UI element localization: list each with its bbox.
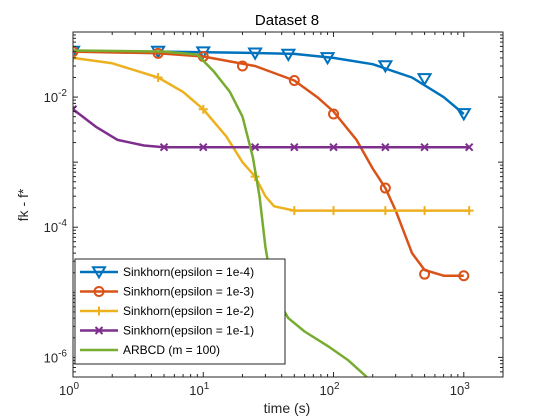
series-line bbox=[73, 50, 464, 277]
data-point bbox=[236, 60, 248, 72]
legend-entry: ARBCD (m = 100) bbox=[80, 343, 220, 357]
data-point bbox=[464, 206, 474, 216]
series-layer bbox=[73, 45, 474, 377]
legend-marker bbox=[94, 306, 104, 316]
x-tick-label: 102 bbox=[320, 381, 340, 398]
legend-label: Sinkhorn(epsilon = 1e-1) bbox=[123, 324, 254, 338]
data-point bbox=[456, 108, 472, 122]
y-tick-label: 10-6 bbox=[44, 348, 68, 365]
data-point bbox=[198, 104, 208, 114]
series-line bbox=[73, 50, 465, 115]
legend-entry: Sinkhorn(epsilon = 1e-4) bbox=[80, 265, 254, 280]
x-tick-label: 101 bbox=[189, 381, 209, 398]
data-point bbox=[381, 142, 390, 152]
data-point bbox=[288, 74, 300, 86]
data-point bbox=[152, 47, 164, 59]
data-point bbox=[250, 142, 260, 152]
legend-marker bbox=[94, 326, 104, 335]
series-line bbox=[73, 49, 368, 377]
series-3 bbox=[73, 105, 474, 152]
legend-marker bbox=[91, 266, 107, 280]
data-point bbox=[328, 108, 340, 120]
data-point bbox=[464, 142, 474, 152]
legend-entry: Sinkhorn(epsilon = 1e-1) bbox=[80, 324, 254, 338]
data-point bbox=[379, 182, 391, 194]
y-tick-label: 10-4 bbox=[44, 218, 68, 235]
data-point bbox=[319, 52, 336, 66]
data-point bbox=[420, 142, 429, 152]
x-tick-label: 103 bbox=[450, 381, 470, 398]
data-point bbox=[420, 206, 430, 216]
data-point bbox=[380, 206, 390, 216]
data-point bbox=[199, 142, 208, 152]
data-point bbox=[329, 142, 338, 152]
x-tick-label: 100 bbox=[59, 381, 79, 398]
data-point bbox=[289, 206, 299, 216]
y-tick-label: 10-2 bbox=[44, 88, 68, 105]
legend-label: ARBCD (m = 100) bbox=[123, 343, 220, 357]
data-point bbox=[329, 206, 339, 216]
data-point bbox=[247, 47, 263, 61]
chart-title: Dataset 8 bbox=[255, 12, 319, 29]
y-axis-label: fk - f* bbox=[15, 188, 31, 221]
x-axis-label: time (s) bbox=[264, 400, 311, 416]
data-point bbox=[419, 268, 431, 280]
data-point bbox=[416, 73, 433, 87]
legend-label: Sinkhorn(epsilon = 1e-2) bbox=[123, 304, 254, 318]
legend-label: Sinkhorn(epsilon = 1e-4) bbox=[123, 265, 254, 279]
data-point bbox=[377, 60, 394, 74]
legend: Sinkhorn(epsilon = 1e-4) Sinkhorn(epsilon… bbox=[74, 258, 286, 365]
legend-entry: Sinkhorn(epsilon = 1e-2) bbox=[80, 304, 254, 318]
axes-box bbox=[72, 31, 504, 378]
data-point bbox=[153, 72, 163, 82]
data-point bbox=[280, 48, 297, 62]
legend-entry: Sinkhorn(epsilon = 1e-3) bbox=[80, 285, 254, 299]
data-point bbox=[290, 142, 299, 152]
legend-marker bbox=[93, 286, 105, 297]
series-4 bbox=[73, 49, 368, 377]
legend-label: Sinkhorn(epsilon = 1e-3) bbox=[123, 285, 254, 299]
data-point bbox=[159, 142, 169, 152]
data-point bbox=[458, 270, 470, 282]
series-line bbox=[73, 108, 470, 149]
